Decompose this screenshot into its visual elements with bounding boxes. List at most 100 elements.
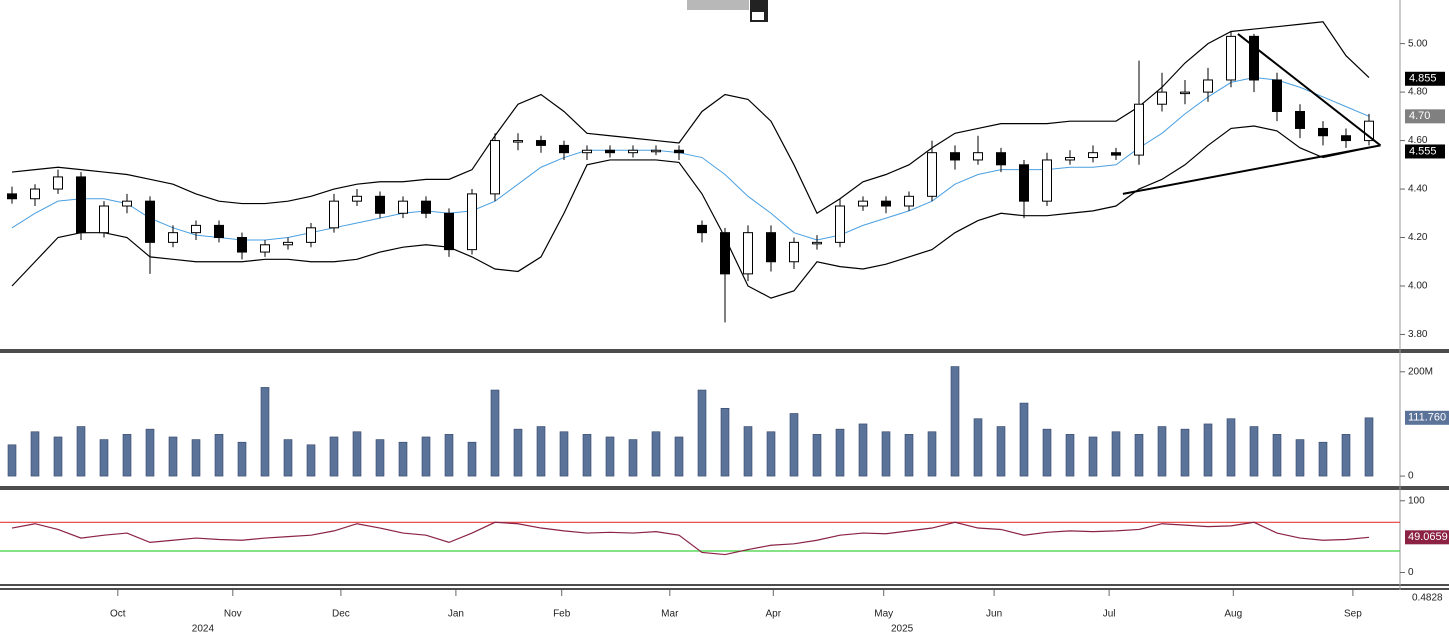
year-label: 2025 <box>891 624 914 635</box>
band-line <box>11 125 1370 299</box>
candle-body <box>444 212 454 251</box>
volume-bar <box>697 389 707 477</box>
last-value-box <box>1405 109 1445 124</box>
candle-body <box>881 200 891 207</box>
volume-bar <box>1042 428 1052 477</box>
last-value-label: 4.555 <box>1409 145 1437 157</box>
candle-body <box>1134 103 1144 156</box>
volume-bar <box>214 434 224 477</box>
candle-body <box>766 232 776 263</box>
candle-body <box>904 195 914 207</box>
candle-body <box>1019 164 1029 202</box>
candle-body <box>697 224 707 234</box>
x-tick-label: Nov <box>224 609 242 620</box>
volume-bar <box>1341 434 1351 477</box>
candle-body <box>467 193 477 251</box>
candle-body <box>789 241 799 263</box>
volume-bar <box>1134 434 1144 477</box>
volume-bar <box>651 431 661 477</box>
volume-bar <box>1088 436 1098 477</box>
volume-bar <box>329 436 339 477</box>
volume-bar <box>1226 418 1236 477</box>
volume-bar <box>927 431 937 477</box>
volume-bar <box>30 431 40 477</box>
candle-body <box>858 200 868 207</box>
y-tick-label: 0 <box>1408 471 1414 482</box>
volume-bar <box>1318 441 1328 477</box>
y-tick-label: 4.20 <box>1408 232 1428 243</box>
x-tick-label: Oct <box>110 609 126 620</box>
candle-body <box>720 232 730 275</box>
candle-body <box>1295 110 1305 129</box>
last-value-label: 111.760 <box>1408 412 1446 424</box>
candle-body <box>53 176 63 190</box>
volume-bar <box>1019 402 1029 477</box>
candle-body <box>1065 157 1075 161</box>
volume-bar <box>996 426 1006 477</box>
candle-body <box>214 224 224 239</box>
candle-body <box>352 195 362 202</box>
y-tick-label: 4.00 <box>1408 281 1428 292</box>
year-label: 2024 <box>192 624 215 635</box>
volume-bar <box>789 413 799 477</box>
candle-body <box>375 195 385 214</box>
candle-body <box>398 200 408 214</box>
volume-bar <box>1203 423 1213 477</box>
last-value-box <box>1405 530 1449 545</box>
volume-bar <box>904 434 914 477</box>
candle-body <box>421 200 431 214</box>
toolbar-icon <box>752 12 764 20</box>
y-tick-label: 100 <box>1408 495 1425 506</box>
volume-bar <box>1249 426 1259 477</box>
y-tick-label: 3.80 <box>1408 329 1428 340</box>
volume-bar <box>1272 434 1282 477</box>
candle-body <box>1203 79 1213 93</box>
last-value-label: 4.855 <box>1409 73 1437 85</box>
candle-body <box>145 200 155 243</box>
candle-body <box>7 193 17 200</box>
y-tick-label: 4.80 <box>1408 87 1428 98</box>
volume-bar <box>973 418 983 477</box>
volume-bar <box>306 444 316 477</box>
candle-body <box>1226 35 1236 81</box>
candle-body <box>743 232 753 275</box>
y-tick-label: 200M <box>1408 366 1433 377</box>
volume-bar <box>398 441 408 477</box>
x-tick-label: Apr <box>766 609 782 620</box>
candle-body <box>1180 91 1190 95</box>
last-value-box <box>1405 71 1445 86</box>
candle-body <box>1249 35 1259 81</box>
rsi-line <box>11 521 1370 556</box>
volume-bar <box>766 431 776 477</box>
volume-bar <box>812 434 822 477</box>
volume-bar <box>513 428 523 477</box>
volume-bar <box>1364 417 1374 477</box>
last-value-label: 4.70 <box>1409 110 1430 122</box>
toolbar-buttons[interactable] <box>687 0 749 10</box>
candle-body <box>973 152 983 161</box>
volume-bar <box>99 439 109 477</box>
volume-bar <box>237 441 247 477</box>
volume-bar <box>674 436 684 477</box>
volume-bar <box>1065 434 1075 477</box>
candle-body <box>237 237 247 253</box>
candle-body <box>1111 152 1121 156</box>
x-tick-label: May <box>874 609 893 620</box>
volume-bar <box>605 436 615 477</box>
candle-body <box>490 140 500 195</box>
candle-body <box>260 244 270 253</box>
volume-bar <box>536 426 546 477</box>
panel-separator <box>0 349 1449 353</box>
candle-body <box>329 200 339 229</box>
volume-bar <box>260 387 270 477</box>
candle-body <box>168 232 178 243</box>
candle-body <box>513 140 523 143</box>
candle-body <box>950 152 960 161</box>
volume-bar <box>375 439 385 477</box>
volume-bar <box>835 428 845 477</box>
candle-body <box>1364 120 1374 142</box>
volume-bar <box>168 436 178 477</box>
x-tick-label: Aug <box>1224 609 1242 620</box>
candle-body <box>559 144 569 154</box>
volume-bar <box>1111 431 1121 477</box>
